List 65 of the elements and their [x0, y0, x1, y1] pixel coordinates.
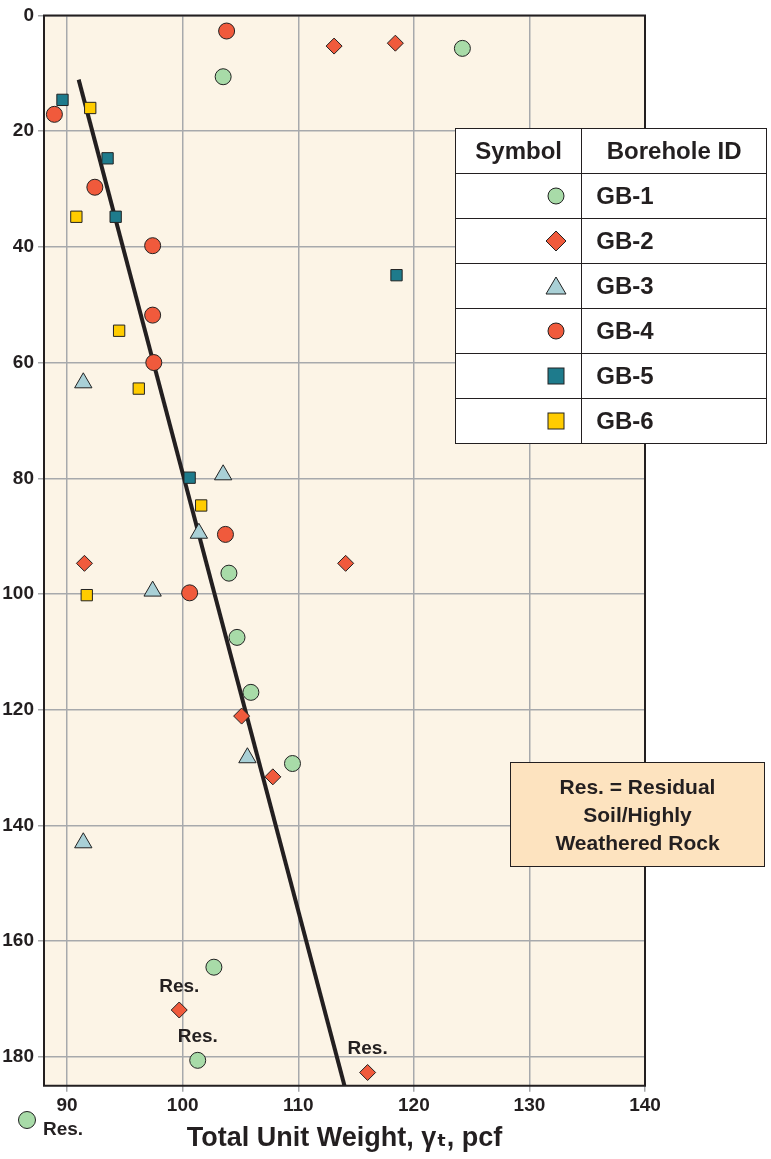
point	[112, 324, 126, 337]
point	[242, 683, 260, 701]
y-tick-label: 60	[12, 350, 34, 372]
y-tick-label: 180	[2, 1045, 34, 1067]
point	[214, 68, 232, 86]
y-tick-label: 140	[2, 813, 34, 835]
x-tick-label: 110	[282, 1094, 314, 1116]
point	[145, 354, 163, 372]
point	[86, 178, 104, 196]
point	[144, 306, 162, 324]
point	[80, 589, 93, 602]
point	[216, 525, 234, 543]
point	[283, 755, 301, 773]
point	[75, 554, 93, 572]
y-tick-label: 20	[12, 119, 34, 141]
point	[181, 584, 199, 602]
point	[233, 707, 251, 725]
point	[45, 105, 63, 123]
point	[101, 152, 114, 165]
x-tick-label: 100	[166, 1094, 199, 1116]
point	[220, 564, 238, 582]
legend-label: GB-4	[581, 308, 767, 354]
legend-title: Borehole ID	[581, 128, 767, 174]
point	[189, 1051, 207, 1069]
point	[195, 499, 208, 512]
point	[325, 37, 343, 55]
x-tick-label: 130	[513, 1094, 546, 1116]
x-tick-label: 140	[629, 1094, 661, 1116]
x-tick-label: 120	[397, 1094, 430, 1116]
point	[132, 382, 145, 395]
point	[144, 237, 162, 255]
legend-label: GB-1	[581, 173, 767, 219]
point	[386, 34, 404, 52]
annotation: Res.	[347, 1037, 388, 1059]
note-box: Res. = Residual Soil/Highly Weathered Rock	[510, 762, 765, 867]
point	[390, 269, 403, 282]
legend-label: GB-5	[581, 353, 767, 399]
legend-label: GB-3	[581, 263, 767, 309]
point	[228, 628, 246, 646]
point	[70, 210, 83, 223]
y-tick-label: 100	[2, 582, 34, 604]
point	[453, 39, 471, 57]
point	[337, 554, 355, 572]
point	[205, 958, 223, 976]
point	[359, 1063, 377, 1081]
text: Res.	[43, 1118, 84, 1140]
y-tick-label: 80	[12, 466, 34, 488]
point	[109, 210, 122, 223]
annotation: Res.	[177, 1025, 218, 1047]
legend-label: GB-2	[581, 218, 767, 264]
y-tick-label: 40	[12, 235, 34, 257]
point	[218, 22, 236, 40]
point	[56, 93, 69, 107]
point	[170, 1001, 188, 1019]
x-axis-title: Total Unit Weight, γₜ, pcf	[186, 1122, 504, 1153]
x-tick-label: 90	[56, 1094, 78, 1116]
point	[264, 768, 282, 786]
point	[183, 471, 196, 484]
y-tick-label: 160	[2, 929, 34, 951]
y-tick-label: 0	[23, 3, 34, 25]
legend-label: GB-6	[581, 398, 767, 444]
point	[84, 101, 97, 115]
annotation: Symbol	[455, 128, 582, 174]
annotation: Res.	[159, 974, 200, 996]
y-tick-label: 120	[2, 697, 34, 719]
